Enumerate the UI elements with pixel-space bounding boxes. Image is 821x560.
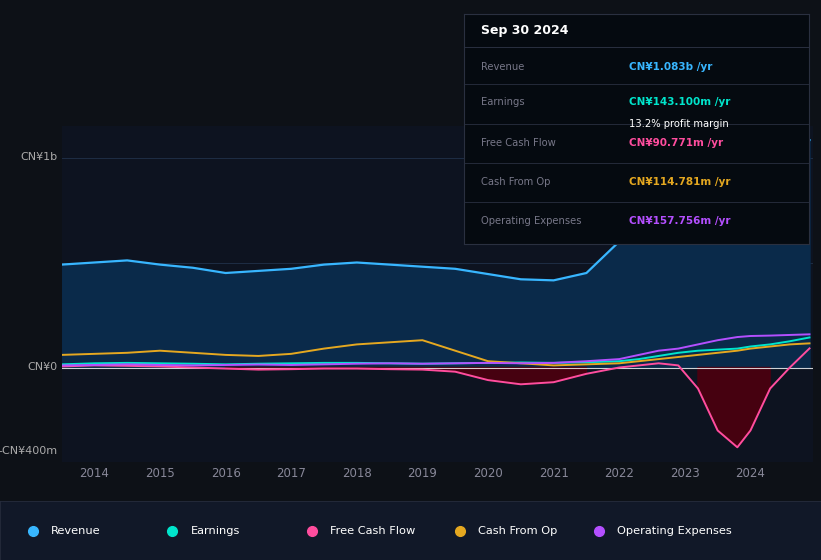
Text: Earnings: Earnings <box>481 97 525 108</box>
Text: Sep 30 2024: Sep 30 2024 <box>481 24 569 36</box>
Text: CN¥90.771m /yr: CN¥90.771m /yr <box>630 138 723 148</box>
Text: Free Cash Flow: Free Cash Flow <box>481 138 556 148</box>
Text: Free Cash Flow: Free Cash Flow <box>330 526 415 535</box>
Text: CN¥1.083b /yr: CN¥1.083b /yr <box>630 62 713 72</box>
Text: -CN¥400m: -CN¥400m <box>0 446 57 456</box>
Text: Revenue: Revenue <box>51 526 100 535</box>
Text: CN¥143.100m /yr: CN¥143.100m /yr <box>630 97 731 108</box>
Text: Earnings: Earnings <box>190 526 240 535</box>
Text: Revenue: Revenue <box>481 62 525 72</box>
Text: CN¥0: CN¥0 <box>27 362 57 372</box>
Text: Operating Expenses: Operating Expenses <box>481 216 581 226</box>
Text: CN¥114.781m /yr: CN¥114.781m /yr <box>630 176 731 186</box>
Text: Operating Expenses: Operating Expenses <box>617 526 732 535</box>
Text: Cash From Op: Cash From Op <box>481 176 551 186</box>
Text: 13.2% profit margin: 13.2% profit margin <box>630 119 729 129</box>
Text: CN¥157.756m /yr: CN¥157.756m /yr <box>630 216 731 226</box>
Text: CN¥1b: CN¥1b <box>21 152 57 162</box>
Text: Cash From Op: Cash From Op <box>478 526 557 535</box>
